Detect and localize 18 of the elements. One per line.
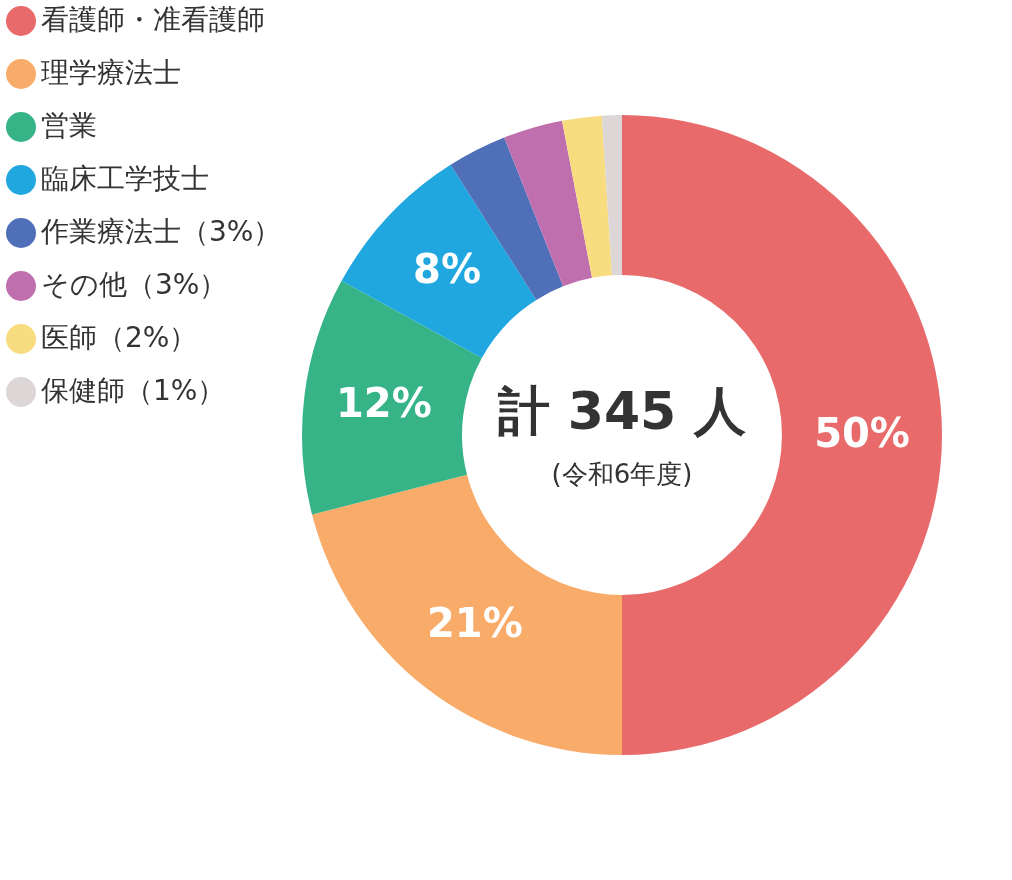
text: 計 345 人 xyxy=(496,381,747,441)
legend-label: 臨床工学技士 xyxy=(41,162,209,195)
legend-label: 作業療法士（3%） xyxy=(40,215,282,248)
text: (令和6年度) xyxy=(551,459,693,489)
legend-label: 医師（2%） xyxy=(41,321,198,354)
donut-slice xyxy=(341,164,537,358)
legend-label: 営業 xyxy=(41,109,97,142)
legend-label: その他（3%） xyxy=(41,268,228,301)
donut-slice xyxy=(601,115,622,276)
legend-label: 看護師・准看護師 xyxy=(41,3,265,36)
legend-label: 理学療法士 xyxy=(41,56,181,89)
donut-slice xyxy=(504,120,593,287)
data-label: 21% xyxy=(427,599,523,646)
legend-label: 保健師（1%） xyxy=(41,374,226,407)
data-label: 12% xyxy=(336,379,432,426)
donut-slice xyxy=(562,115,612,278)
data-label: 8% xyxy=(413,245,482,292)
data-label: 50% xyxy=(814,410,910,456)
